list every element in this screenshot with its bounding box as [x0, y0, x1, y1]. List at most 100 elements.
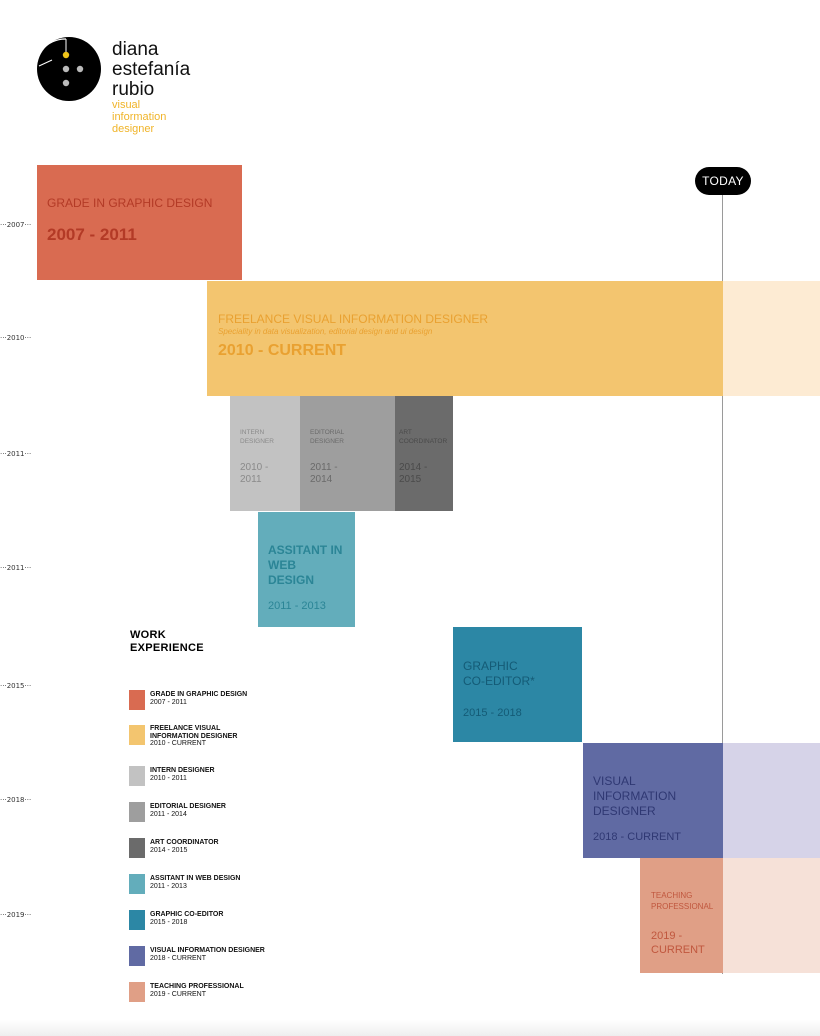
block-title: GRAPHIC CO-EDITOR*	[463, 659, 535, 689]
block-title-line: DESIGNER	[593, 804, 656, 818]
logo-name: diana estefanía rubio	[112, 40, 190, 100]
block-title-line: ASSITANT IN	[268, 543, 343, 557]
teaching-extension	[723, 858, 820, 973]
legend-swatch	[129, 725, 145, 745]
editorial-block: EDITORIAL DESIGNER 2011 - 2014	[300, 396, 395, 511]
legend-swatch	[129, 910, 145, 930]
block-period-line: 2011	[240, 474, 262, 485]
logo-role-line: information	[112, 111, 167, 123]
block-period-line: 2010 -	[240, 462, 269, 473]
year-tick: ···2015···	[0, 682, 32, 690]
year-tick: ···2018···	[0, 796, 32, 804]
block-period: 2010 - CURRENT	[218, 342, 347, 359]
legend-title: WORK EXPERIENCE	[130, 629, 204, 655]
legend-item: GRAPHIC CO-EDITOR 2015 - 2018	[129, 910, 329, 932]
year-tick: ···2011···	[0, 564, 32, 572]
logo-role: visual information designer	[112, 99, 166, 135]
legend-swatch	[129, 766, 145, 786]
block-title: GRADE IN GRAPHIC DESIGN	[47, 196, 213, 210]
legend-text: ART COORDINATOR 2014 - 2015	[150, 839, 219, 854]
block-period-line: 2014 -	[399, 462, 428, 473]
block-subtitle: Speciality in data visualization, editor…	[218, 327, 433, 336]
legend-text: FREELANCE VISUAL INFORMATION DESIGNER 20…	[150, 725, 237, 748]
block-title-line: DESIGN	[268, 573, 315, 587]
legend-swatch	[129, 690, 145, 710]
legend-text: TEACHING PROFESSIONAL 2019 - CURRENT	[150, 983, 244, 998]
legend-text: INTERN DESIGNER 2010 - 2011	[150, 767, 215, 782]
legend-text: GRAPHIC CO-EDITOR 2015 - 2018	[150, 911, 223, 926]
freelance-block: FREELANCE VISUAL INFORMATION DESIGNER Sp…	[207, 281, 723, 396]
art-coordinator-block: ART COORDINATOR 2014 - 2015	[395, 396, 453, 511]
block-title-line: PROFESSIONAL	[651, 902, 714, 911]
block-title-line: TEACHING	[651, 891, 693, 900]
block-period: 2014 - 2015	[399, 462, 427, 486]
legend-swatch	[129, 982, 145, 1002]
block-title-line: CO-EDITOR*	[463, 674, 535, 688]
button-logo-icon	[37, 37, 101, 101]
legend-label: TEACHING PROFESSIONAL	[150, 983, 244, 990]
block-period-line: 2011 -	[310, 462, 338, 473]
logo-name-line: estefanía	[112, 59, 191, 80]
legend-period: 2018 - CURRENT	[150, 954, 207, 962]
legend-period: 2011 - 2014	[150, 810, 187, 818]
today-badge: TODAY	[695, 167, 751, 195]
intern-block: INTERN DESIGNER 2010 - 2011	[230, 396, 300, 511]
legend-label: GRADE IN GRAPHIC DESIGN	[150, 691, 248, 698]
legend-text: GRADE IN GRAPHIC DESIGN 2007 - 2011	[150, 691, 247, 706]
legend-text: ASSITANT IN WEB DESIGN 2011 - 2013	[150, 875, 240, 890]
block-title: ART COORDINATOR	[399, 428, 447, 446]
legend-label: GRAPHIC CO-EDITOR	[150, 911, 224, 918]
web-design-block: ASSITANT IN WEB DESIGN 2011 - 2013	[258, 512, 355, 627]
legend-period: 2010 - CURRENT	[150, 740, 207, 747]
logo-name-line: rubio	[112, 79, 155, 100]
legend-item: GRADE IN GRAPHIC DESIGN 2007 - 2011	[129, 690, 329, 712]
block-period: 2011 - 2013	[268, 600, 326, 612]
visual-extension	[723, 743, 820, 858]
logo-name-line: diana	[112, 39, 159, 60]
legend-swatch	[129, 838, 145, 858]
today-line	[722, 194, 723, 974]
block-period: 2015 - 2018	[463, 707, 522, 719]
legend-period: 2014 - 2015	[150, 846, 188, 854]
legend-item: TEACHING PROFESSIONAL 2019 - CURRENT	[129, 982, 329, 1004]
block-period-line: 2015	[399, 474, 422, 485]
logo-role-line: designer	[112, 123, 155, 135]
block-period-line: 2014	[310, 474, 333, 485]
page-bottom-fade	[0, 1020, 820, 1036]
block-title-line: GRAPHIC	[463, 659, 518, 673]
co-editor-block: GRAPHIC CO-EDITOR* 2015 - 2018	[453, 627, 582, 742]
year-tick: ···2007···	[0, 221, 32, 229]
legend-swatch	[129, 946, 145, 966]
block-period: 2019 - CURRENT	[651, 929, 705, 957]
block-title-line: WEB	[268, 558, 296, 572]
block-title-line: EDITORIAL	[310, 429, 345, 436]
legend-label: ASSITANT IN WEB DESIGN	[150, 875, 241, 882]
block-title: EDITORIAL DESIGNER	[310, 428, 344, 446]
block-period: 2011 - 2014	[310, 462, 338, 486]
teaching-block: TEACHING PROFESSIONAL 2019 - CURRENT	[640, 858, 723, 973]
legend-label: FREELANCE VISUAL	[150, 725, 221, 732]
legend-label: ART COORDINATOR	[150, 839, 219, 846]
legend-title-line: EXPERIENCE	[130, 642, 204, 654]
legend-item: ASSITANT IN WEB DESIGN 2011 - 2013	[129, 874, 329, 896]
freelance-extension	[723, 281, 820, 396]
block-period-line: 2019 -	[651, 930, 683, 942]
block-title: FREELANCE VISUAL INFORMATION DESIGNER	[218, 312, 489, 326]
block-period-line: CURRENT	[651, 944, 705, 956]
legend-text: EDITORIAL DESIGNER 2011 - 2014	[150, 803, 226, 818]
block-period: 2007 - 2011	[47, 225, 137, 244]
legend-item: FREELANCE VISUAL INFORMATION DESIGNER 20…	[129, 725, 329, 747]
legend-period: 2015 - 2018	[150, 918, 188, 926]
block-title: TEACHING PROFESSIONAL	[651, 890, 713, 912]
block-title-line: ART	[399, 429, 412, 436]
block-title-line: INTERN	[240, 429, 265, 436]
legend-item: INTERN DESIGNER 2010 - 2011	[129, 766, 329, 788]
block-period: 2018 - CURRENT	[593, 831, 682, 843]
block-title-line: COORDINATOR	[399, 438, 448, 445]
legend-label: EDITORIAL DESIGNER	[150, 803, 226, 810]
legend-label: INFORMATION DESIGNER	[150, 732, 238, 740]
legend-swatch	[129, 802, 145, 822]
block-title-line: VISUAL	[593, 774, 636, 788]
block-title: VISUAL INFORMATION DESIGNER	[593, 774, 676, 819]
legend-period: 2019 - CURRENT	[150, 990, 207, 998]
